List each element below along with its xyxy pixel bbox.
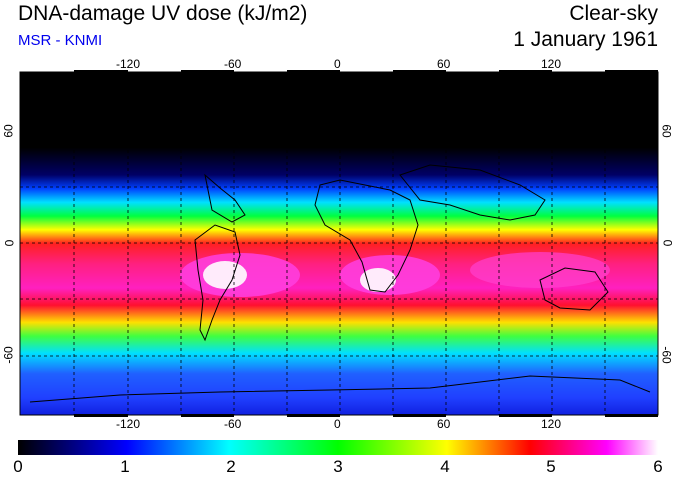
colorbar-label: 1 (120, 457, 130, 476)
high-dose-patch (470, 252, 610, 288)
lon-tick-bottom: -120 (116, 417, 141, 431)
colorbar-label: 4 (440, 457, 450, 476)
colorbar-label: 5 (546, 457, 556, 476)
lon-tick-top: -120 (116, 57, 141, 71)
high-dose-patch (360, 268, 396, 292)
colorbar-label: 3 (333, 457, 343, 476)
lon-tick-top: 0 (334, 57, 341, 71)
uv-dose-field (20, 72, 658, 415)
graticule (20, 72, 658, 415)
map-title: DNA-damage UV dose (kJ/m2) (18, 2, 308, 25)
lon-tick-bottom: -60 (224, 417, 242, 431)
lon-tick-top: 60 (437, 57, 451, 71)
lon-tick-bottom: 60 (437, 417, 451, 431)
coastlines (29, 164, 651, 403)
frame-tick-bars (74, 70, 658, 417)
map-source: MSR - KNMI (18, 32, 103, 49)
colorbar-label: 2 (226, 457, 236, 476)
lon-tick-bottom: 120 (541, 417, 562, 431)
map-date: 1 January 1961 (513, 28, 658, 51)
sky-condition: Clear-sky (569, 2, 658, 25)
lon-tick-top: -60 (224, 57, 242, 71)
colorbar-label: 6 (653, 457, 663, 476)
lon-tick-bottom: 0 (334, 417, 341, 431)
colorbar-label: 0 (13, 457, 23, 476)
colorbar (18, 440, 658, 455)
high-dose-patch (203, 261, 247, 289)
lon-tick-top: 120 (541, 57, 562, 71)
